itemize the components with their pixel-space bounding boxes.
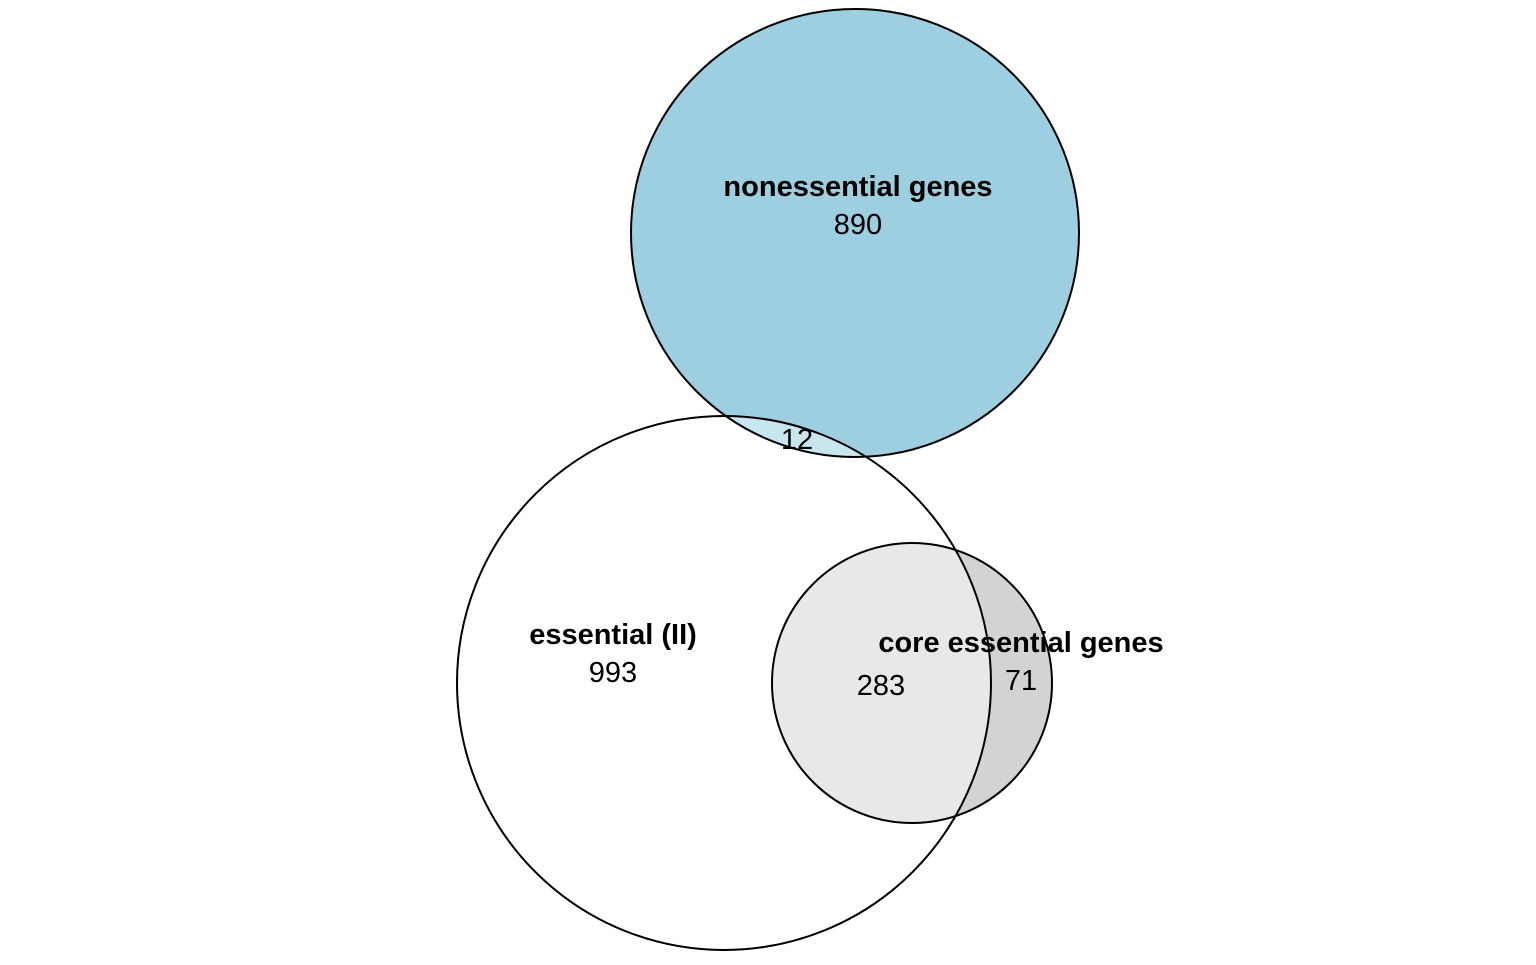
core-essential-genes-outline [771,542,1053,824]
nonessential-genes-outline [630,8,1080,458]
essential-label: essential (II) [529,619,697,651]
essential-nonessential-count: 12 [781,424,813,456]
essential-only-count: 993 [589,657,637,689]
nonessential-genes-label: nonessential genes [723,171,992,203]
core-essential-genes-label: core essential genes [878,627,1163,659]
nonessential-genes-circle [631,9,1079,457]
essential-circle [457,416,991,950]
essential-core-count: 283 [857,670,905,702]
nonessential-only-count: 890 [834,209,882,241]
core-essential-only-count: 71 [1005,665,1037,697]
essential-outline [456,415,992,951]
